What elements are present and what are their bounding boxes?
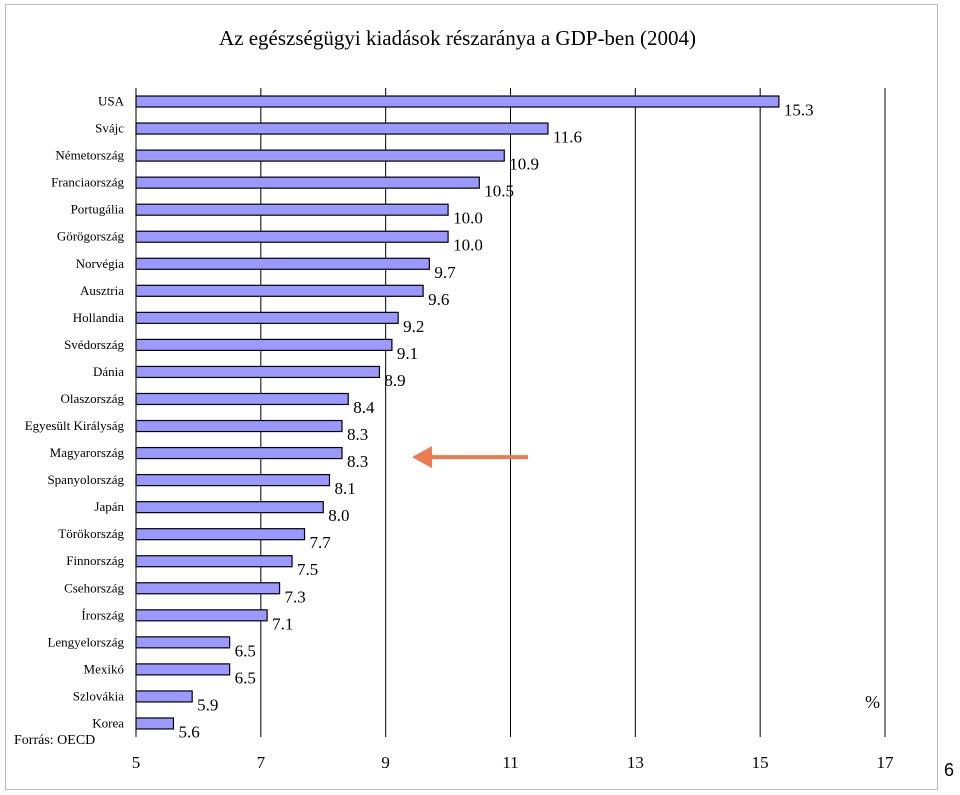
category-label: Szlovákia — [73, 688, 124, 703]
bar — [135, 284, 424, 297]
highlight-arrow — [412, 446, 528, 469]
category-label: Írország — [81, 607, 124, 622]
bars — [135, 95, 780, 730]
category-label: Korea — [92, 715, 124, 730]
value-label: 10.0 — [453, 236, 483, 255]
category-label: Svájc — [95, 121, 124, 136]
category-label: Olaszország — [60, 391, 124, 406]
category-label: Mexikó — [84, 661, 124, 676]
x-tick-label: 13 — [627, 753, 644, 772]
value-label: 9.1 — [397, 344, 418, 363]
category-label: Japán — [94, 499, 124, 514]
category-label: Magyarország — [50, 445, 125, 460]
gridlines — [135, 88, 886, 737]
value-label: 8.3 — [347, 452, 368, 471]
value-label: 10.0 — [453, 209, 483, 228]
category-label: Ausztria — [80, 283, 124, 298]
value-label: 5.6 — [178, 722, 199, 741]
category-label: Finnország — [66, 553, 124, 568]
unit-label: % — [865, 692, 880, 712]
value-label: 7.3 — [285, 587, 306, 606]
bar — [135, 528, 306, 541]
bar — [135, 717, 175, 730]
bar — [135, 122, 549, 135]
category-label: Franciaország — [51, 175, 124, 190]
bar — [135, 149, 505, 162]
bar — [135, 365, 381, 379]
bar — [135, 203, 449, 216]
bar — [135, 176, 480, 189]
x-tick-label: 9 — [381, 753, 390, 772]
x-tick-label: 11 — [502, 753, 518, 772]
bar — [135, 501, 324, 514]
value-label: 10.5 — [484, 182, 514, 201]
bar — [135, 636, 231, 649]
source-note: Forrás: OECD — [14, 733, 96, 748]
category-label: Hollandia — [73, 310, 124, 325]
bar — [135, 230, 449, 243]
category-label: Görögország — [57, 229, 125, 244]
value-label: 8.1 — [334, 479, 355, 498]
category-label: Norvégia — [76, 256, 125, 271]
bar — [135, 338, 393, 351]
category-label: Spanyolország — [47, 472, 124, 487]
bar — [135, 474, 331, 487]
x-tick-label: 7 — [257, 753, 266, 772]
category-label: Németország — [55, 148, 124, 163]
labels: 5 7 9 11 13 15 17 USA 15.3 Svájc 11.6 Németország 10… — [25, 94, 894, 772]
bar — [135, 95, 780, 108]
bar — [135, 311, 399, 324]
bar — [135, 609, 268, 622]
bar — [135, 257, 430, 270]
value-label: 8.4 — [353, 398, 375, 417]
category-label: Csehország — [64, 580, 124, 595]
x-tick-label: 17 — [877, 753, 895, 772]
category-label: USA — [98, 94, 125, 109]
value-label: 8.9 — [384, 371, 405, 390]
value-label: 7.5 — [297, 560, 318, 579]
bar — [135, 419, 343, 433]
value-label: 9.6 — [428, 290, 449, 309]
value-label: 8.0 — [328, 506, 349, 525]
x-tick-label: 5 — [132, 753, 141, 772]
bar — [135, 446, 343, 460]
page-number: 6 — [944, 760, 955, 780]
category-label: Lengyelország — [47, 634, 124, 649]
value-label: 8.3 — [347, 425, 368, 444]
arrow-head — [412, 446, 432, 469]
bar — [135, 690, 193, 703]
chart-title: Az egészségügyi kiadások részaránya a GD… — [219, 26, 696, 50]
value-label: 7.7 — [310, 533, 332, 552]
bar — [135, 392, 349, 406]
category-label: Törökország — [58, 526, 124, 541]
value-label: 9.2 — [403, 317, 424, 336]
category-label: Portugália — [71, 202, 125, 217]
category-label: Svédország — [64, 337, 124, 352]
category-label: Egyesült Királyság — [25, 418, 125, 433]
value-label: 6.5 — [235, 641, 256, 660]
value-label: 7.1 — [272, 614, 293, 633]
value-label: 6.5 — [235, 668, 256, 687]
value-label: 10.9 — [509, 155, 539, 174]
category-label: Dánia — [93, 364, 124, 379]
bar — [135, 582, 281, 595]
bar — [135, 555, 293, 568]
value-label: 11.6 — [553, 128, 582, 147]
bar — [135, 663, 231, 676]
value-label: 15.3 — [784, 101, 814, 120]
value-label: 5.9 — [197, 695, 218, 714]
x-tick-label: 15 — [752, 753, 769, 772]
value-label: 9.7 — [434, 263, 456, 282]
